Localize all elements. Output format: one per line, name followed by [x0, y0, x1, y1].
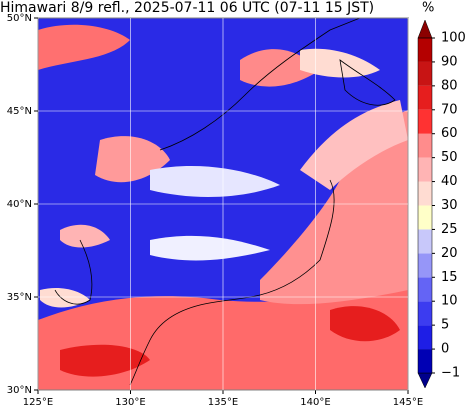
colorbar-segment	[418, 109, 432, 134]
colorbar-segment	[418, 277, 432, 302]
x-tick-label: 125°E	[23, 397, 53, 408]
y-tick-label: 40°N	[7, 199, 32, 210]
colorbar-segment	[418, 133, 432, 158]
colorbar-extend-low	[417, 372, 433, 389]
x-tick-label: 130°E	[115, 397, 145, 408]
y-tick-label: 35°N	[7, 292, 32, 303]
colorbar-unit: %	[422, 1, 434, 16]
colorbar-segment	[418, 349, 432, 373]
colorbar-segment	[418, 253, 432, 278]
colorbar-label: 90	[441, 54, 458, 69]
colorbar-label: 20	[441, 246, 458, 261]
y-tick-label: 30°N	[7, 385, 32, 396]
colorbar-label: −1	[441, 366, 460, 381]
colorbar-label: 30	[441, 198, 458, 213]
colorbar-segment	[418, 325, 432, 350]
y-tick-label: 45°N	[7, 106, 32, 117]
colorbar-segment	[418, 229, 432, 254]
colorbar-segment	[418, 157, 432, 182]
colorbar-label: 50	[441, 150, 458, 165]
colorbar-label: 40	[441, 174, 458, 189]
colorbar-label: 15	[441, 270, 458, 285]
colorbar-segment	[418, 181, 432, 206]
x-tick-label: 140°E	[300, 397, 330, 408]
y-tick-label: 50°N	[7, 13, 32, 24]
colorbar-segment	[418, 85, 432, 110]
colorbar-segment	[418, 61, 432, 86]
colorbar-segment	[418, 38, 432, 62]
colorbar-extend-high	[417, 19, 433, 39]
x-tick-label: 145°E	[393, 397, 423, 408]
title: Himawari 8/9 refl., 2025-07-11 06 UTC (0…	[0, 0, 374, 16]
colorbar-label: 10	[441, 294, 458, 309]
colorbar-segment	[418, 301, 432, 326]
colorbar-label: 0	[441, 342, 449, 357]
colorbar-label: 25	[441, 222, 458, 237]
colorbar-label: 70	[441, 102, 458, 117]
colorbar-label: 60	[441, 126, 458, 141]
colorbar-label: 100	[441, 31, 466, 46]
colorbar-label: 5	[441, 318, 449, 333]
colorbar-segment	[418, 205, 432, 230]
x-tick-label: 135°E	[208, 397, 238, 408]
colorbar-label: 80	[441, 78, 458, 93]
